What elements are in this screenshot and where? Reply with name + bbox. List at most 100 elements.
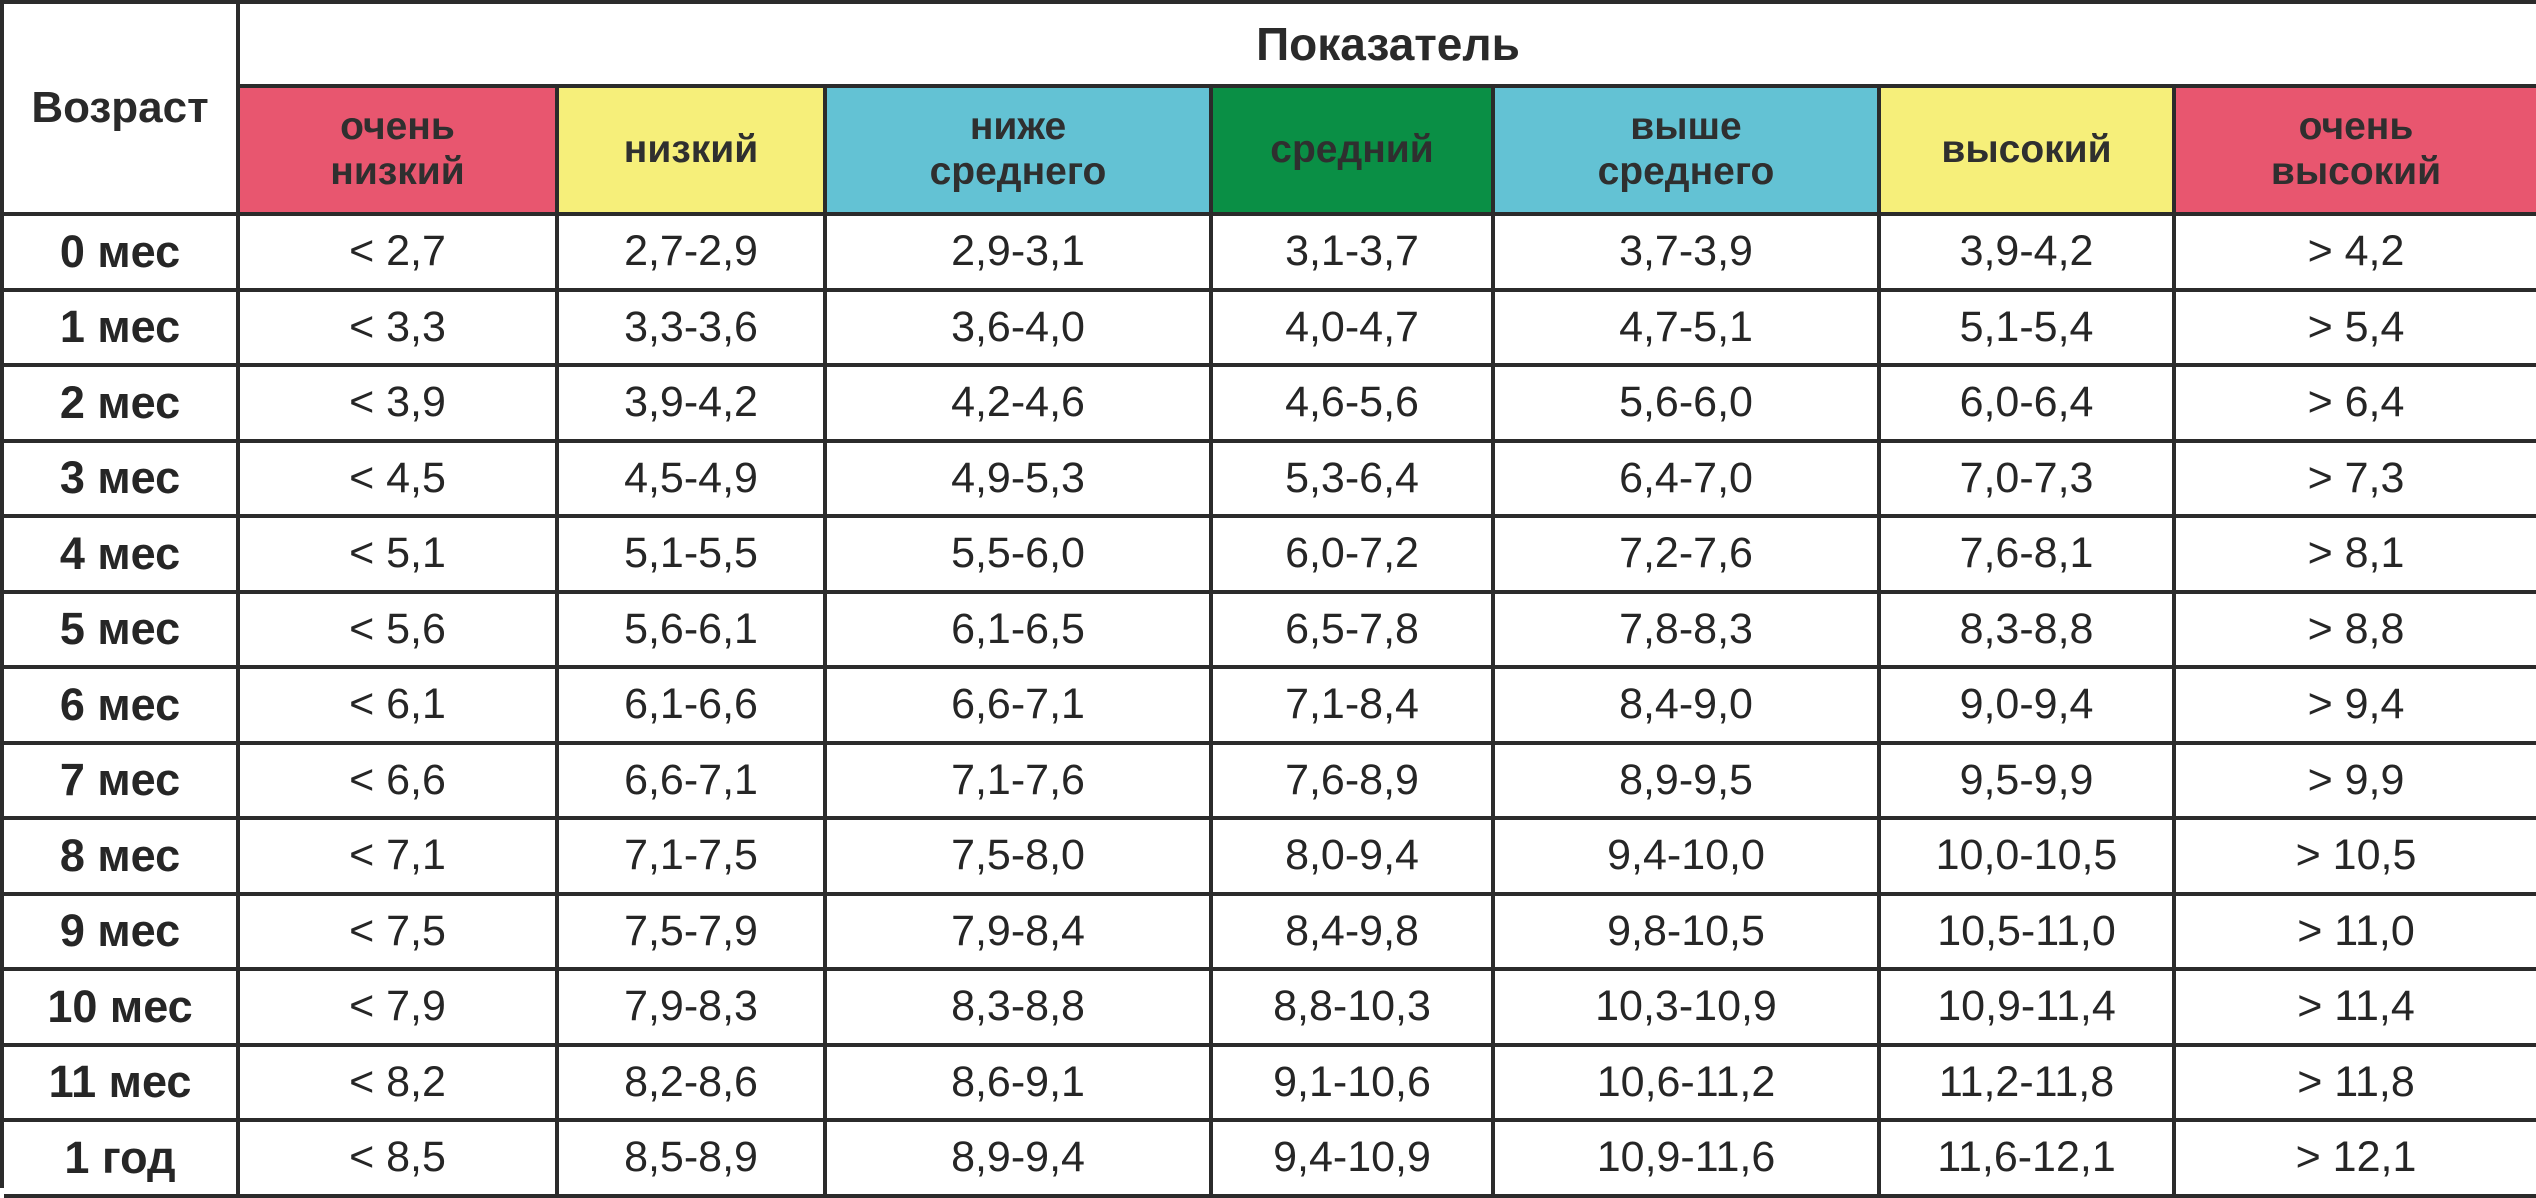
value-cell: > 12,1	[2176, 1122, 2536, 1198]
value-cell: 7,6-8,9	[1213, 744, 1495, 820]
age-cell: 5 мес	[4, 593, 240, 669]
level-header-very-low: очень низкий	[240, 88, 559, 216]
value-cell: > 8,1	[2176, 518, 2536, 594]
value-cell: 4,7-5,1	[1495, 291, 1881, 367]
value-cell: 8,3-8,8	[827, 971, 1213, 1047]
value-cell: 9,0-9,4	[1881, 669, 2176, 745]
value-cell: 3,9-4,2	[559, 367, 827, 443]
value-cell: 10,6-11,2	[1495, 1046, 1881, 1122]
value-cell: 8,9-9,4	[827, 1122, 1213, 1198]
value-cell: 10,9-11,6	[1495, 1122, 1881, 1198]
value-cell: < 3,3	[240, 291, 559, 367]
value-cell: 9,8-10,5	[1495, 895, 1881, 971]
value-cell: 8,6-9,1	[827, 1046, 1213, 1122]
value-cell: > 10,5	[2176, 820, 2536, 896]
value-cell: 3,1-3,7	[1213, 216, 1495, 292]
value-cell: 5,3-6,4	[1213, 442, 1495, 518]
value-cell: 5,1-5,4	[1881, 291, 2176, 367]
value-cell: 5,5-6,0	[827, 518, 1213, 594]
value-cell: < 6,1	[240, 669, 559, 745]
level-header-very-high: очень высокий	[2176, 88, 2536, 216]
value-cell: 3,7-3,9	[1495, 216, 1881, 292]
value-cell: 4,9-5,3	[827, 442, 1213, 518]
level-header-below-average: ниже среднего	[827, 88, 1213, 216]
value-cell: 5,1-5,5	[559, 518, 827, 594]
value-cell: > 5,4	[2176, 292, 2536, 367]
value-cell: 3,9-4,2	[1881, 216, 2176, 292]
value-cell: < 5,6	[240, 593, 559, 669]
value-cell: 7,1-7,5	[559, 820, 827, 896]
age-cell: 10 мес	[4, 971, 240, 1047]
value-cell: < 4,5	[240, 442, 559, 518]
value-cell: > 6,4	[2176, 367, 2536, 443]
value-cell: 8,9-9,5	[1495, 744, 1881, 820]
age-cell: 3 мес	[4, 442, 240, 518]
value-cell: 4,5-4,9	[559, 442, 827, 518]
age-cell: 9 мес	[4, 895, 240, 971]
value-cell: 8,8-10,3	[1213, 971, 1495, 1047]
value-cell: 9,4-10,9	[1213, 1122, 1495, 1198]
value-cell: 6,4-7,0	[1495, 442, 1881, 518]
value-cell: < 7,9	[240, 971, 559, 1047]
value-cell: > 11,0	[2176, 896, 2536, 971]
value-cell: 7,5-8,0	[827, 820, 1213, 896]
value-cell: 6,6-7,1	[559, 744, 827, 820]
value-cell: 5,6-6,0	[1495, 367, 1881, 443]
value-cell: 3,6-4,0	[827, 291, 1213, 367]
value-cell: 10,5-11,0	[1881, 895, 2176, 971]
value-cell: 7,1-8,4	[1213, 669, 1495, 745]
value-cell: 8,3-8,8	[1881, 593, 2176, 669]
value-cell: < 2,7	[240, 216, 559, 292]
age-cell: 1 год	[4, 1122, 240, 1198]
value-cell: 5,6-6,1	[559, 593, 827, 669]
value-cell: 7,8-8,3	[1495, 593, 1881, 669]
value-cell: > 9,4	[2176, 669, 2536, 745]
value-cell: < 7,5	[240, 895, 559, 971]
age-cell: 4 мес	[4, 518, 240, 594]
value-cell: 7,2-7,6	[1495, 518, 1881, 594]
value-cell: < 8,5	[240, 1122, 559, 1198]
value-cell: 7,5-7,9	[559, 895, 827, 971]
value-cell: 6,0-7,2	[1213, 518, 1495, 594]
value-cell: 8,5-8,9	[559, 1122, 827, 1198]
value-cell: < 3,9	[240, 367, 559, 443]
value-cell: 11,2-11,8	[1881, 1046, 2176, 1122]
value-cell: 2,9-3,1	[827, 216, 1213, 292]
age-cell: 8 мес	[4, 820, 240, 896]
value-cell: > 4,2	[2176, 216, 2536, 292]
value-cell: 6,5-7,8	[1213, 593, 1495, 669]
value-cell: 7,0-7,3	[1881, 442, 2176, 518]
value-cell: 8,2-8,6	[559, 1046, 827, 1122]
value-cell: < 5,1	[240, 518, 559, 594]
value-cell: < 7,1	[240, 820, 559, 896]
age-cell: 0 мес	[4, 216, 240, 292]
value-cell: 6,1-6,5	[827, 593, 1213, 669]
age-cell: 1 мес	[4, 291, 240, 367]
indicator-header: Показатель	[240, 4, 2536, 88]
age-cell: 2 мес	[4, 367, 240, 443]
value-cell: 8,0-9,4	[1213, 820, 1495, 896]
value-cell: 9,5-9,9	[1881, 744, 2176, 820]
level-header-above-average: выше среднего	[1495, 88, 1881, 216]
value-cell: > 7,3	[2176, 443, 2536, 518]
value-cell: 8,4-9,0	[1495, 669, 1881, 745]
value-cell: < 8,2	[240, 1046, 559, 1122]
value-cell: 7,6-8,1	[1881, 518, 2176, 594]
value-cell: 10,0-10,5	[1881, 820, 2176, 896]
value-cell: 9,4-10,0	[1495, 820, 1881, 896]
value-cell: 11,6-12,1	[1881, 1122, 2176, 1198]
value-cell: 6,0-6,4	[1881, 367, 2176, 443]
value-cell: 4,6-5,6	[1213, 367, 1495, 443]
value-cell: 10,9-11,4	[1881, 971, 2176, 1047]
value-cell: 4,2-4,6	[827, 367, 1213, 443]
value-cell: 6,1-6,6	[559, 669, 827, 745]
age-cell: 6 мес	[4, 669, 240, 745]
value-cell: 3,3-3,6	[559, 291, 827, 367]
value-cell: 7,1-7,6	[827, 744, 1213, 820]
value-cell: > 11,8	[2176, 1047, 2536, 1122]
value-cell: 6,6-7,1	[827, 669, 1213, 745]
level-header-high: высокий	[1881, 88, 2176, 216]
level-header-average: средний	[1213, 88, 1495, 216]
value-cell: > 11,4	[2176, 971, 2536, 1047]
